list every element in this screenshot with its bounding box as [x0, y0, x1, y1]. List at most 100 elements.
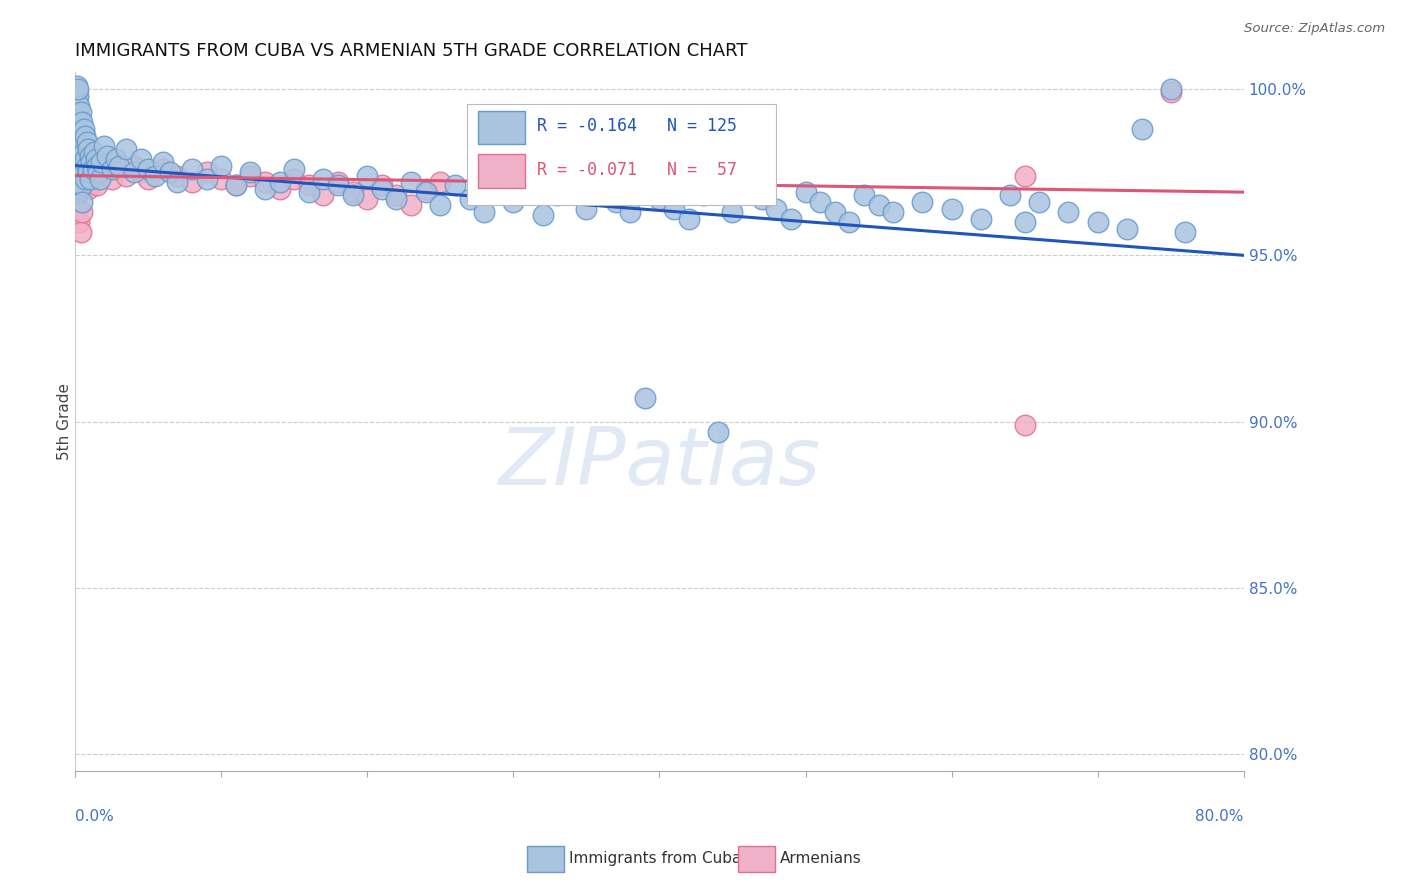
- Point: [86, 159, 108, 173]
- Point: [80, 155, 103, 169]
- Point: [69, 145, 91, 160]
- Point: [90, 155, 112, 169]
- Point: [129, 165, 152, 179]
- Text: Immigrants from Cuba: Immigrants from Cuba: [569, 852, 742, 866]
- Point: [298, 185, 321, 199]
- Point: [79, 171, 101, 186]
- Point: [108, 159, 131, 173]
- Point: [765, 202, 787, 216]
- Point: [634, 182, 657, 196]
- Point: [253, 182, 276, 196]
- Point: [385, 192, 408, 206]
- Point: [648, 192, 671, 206]
- Point: [152, 161, 174, 176]
- Point: [605, 195, 627, 210]
- Point: [225, 178, 247, 193]
- Point: [852, 188, 875, 202]
- Point: [65, 78, 87, 93]
- Point: [65, 92, 87, 106]
- Point: [86, 178, 108, 193]
- Point: [371, 182, 394, 196]
- Point: [115, 142, 138, 156]
- Point: [145, 169, 167, 183]
- Point: [72, 115, 94, 129]
- Point: [66, 105, 89, 120]
- Point: [502, 195, 524, 210]
- Point: [399, 175, 422, 189]
- Text: 80.0%: 80.0%: [1195, 809, 1244, 824]
- Point: [546, 188, 568, 202]
- Point: [707, 425, 730, 439]
- Point: [79, 165, 101, 179]
- Point: [96, 148, 118, 162]
- Point: [326, 178, 349, 193]
- Point: [72, 205, 94, 219]
- Point: [66, 175, 89, 189]
- Point: [70, 135, 93, 149]
- Point: [75, 165, 97, 179]
- Point: [93, 165, 115, 179]
- Point: [89, 171, 111, 186]
- Point: [195, 171, 218, 186]
- Text: Armenians: Armenians: [780, 852, 862, 866]
- Point: [751, 192, 773, 206]
- Text: IMMIGRANTS FROM CUBA VS ARMENIAN 5TH GRADE CORRELATION CHART: IMMIGRANTS FROM CUBA VS ARMENIAN 5TH GRA…: [75, 42, 748, 60]
- Point: [69, 182, 91, 196]
- Point: [66, 185, 89, 199]
- Point: [72, 195, 94, 210]
- Point: [472, 205, 495, 219]
- Point: [1160, 86, 1182, 100]
- Point: [517, 169, 540, 183]
- Point: [326, 175, 349, 189]
- Point: [72, 159, 94, 173]
- Point: [87, 165, 110, 179]
- Point: [69, 98, 91, 112]
- Point: [75, 171, 97, 186]
- Point: [444, 178, 467, 193]
- Point: [73, 145, 96, 160]
- Point: [239, 165, 262, 179]
- Point: [65, 188, 87, 202]
- Point: [66, 142, 89, 156]
- Point: [65, 155, 87, 169]
- Point: [65, 161, 87, 176]
- Point: [269, 182, 291, 196]
- Point: [312, 188, 335, 202]
- Point: [82, 161, 104, 176]
- Point: [65, 115, 87, 129]
- Point: [868, 198, 890, 212]
- Point: [75, 128, 97, 143]
- Point: [75, 152, 97, 166]
- Point: [735, 182, 758, 196]
- Point: [531, 208, 554, 222]
- Point: [488, 185, 510, 199]
- Point: [429, 175, 451, 189]
- Point: [76, 175, 98, 189]
- Point: [136, 161, 159, 176]
- Point: [371, 178, 394, 193]
- FancyBboxPatch shape: [478, 111, 524, 145]
- Point: [69, 148, 91, 162]
- Point: [66, 161, 89, 176]
- Point: [1014, 215, 1036, 229]
- Point: [253, 175, 276, 189]
- Point: [84, 152, 107, 166]
- Point: [356, 192, 378, 206]
- Point: [65, 86, 87, 100]
- Text: ZIPatlas: ZIPatlas: [498, 425, 821, 502]
- Point: [1087, 215, 1109, 229]
- Point: [385, 188, 408, 202]
- Point: [66, 128, 89, 143]
- Point: [298, 178, 321, 193]
- Point: [911, 195, 934, 210]
- Point: [970, 211, 993, 226]
- Point: [122, 165, 145, 179]
- Point: [269, 175, 291, 189]
- Point: [122, 159, 145, 173]
- Point: [283, 161, 305, 176]
- Point: [76, 159, 98, 173]
- Point: [166, 175, 188, 189]
- Point: [561, 178, 583, 193]
- Point: [69, 122, 91, 136]
- Point: [76, 135, 98, 149]
